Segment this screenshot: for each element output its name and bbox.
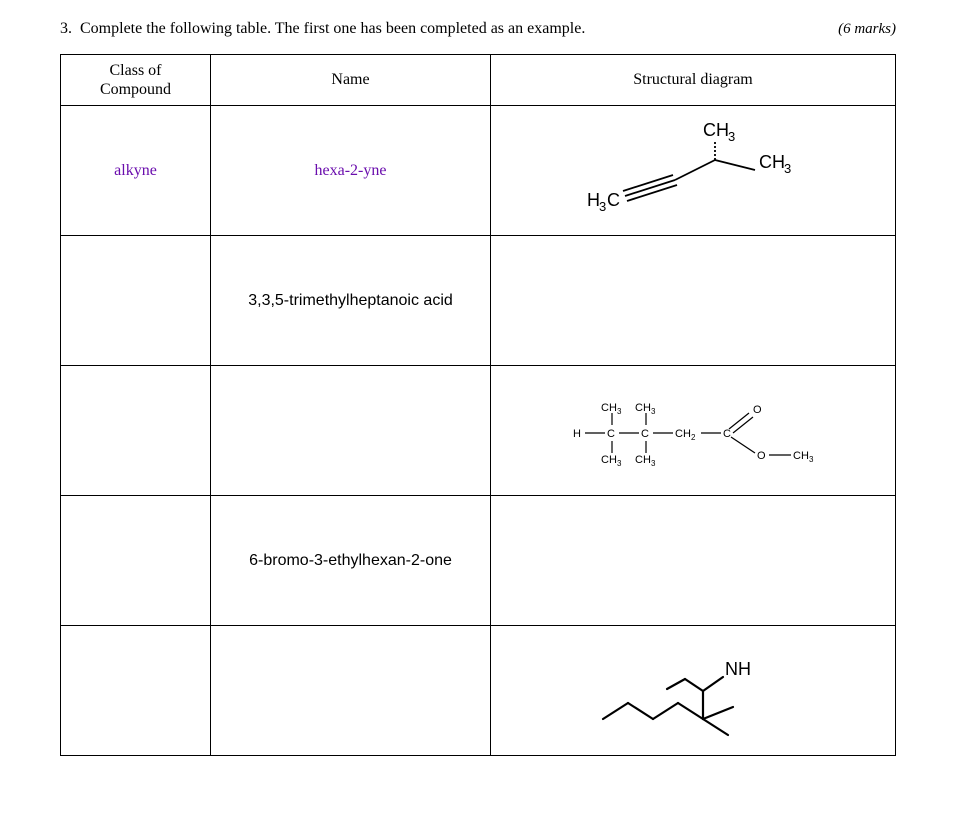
label-ch3-tl-sub: 3	[617, 407, 622, 416]
cell-diagram: H C C CH 2 C O O CH 3 CH 3 CH 3	[491, 366, 896, 496]
cell-diagram	[491, 236, 896, 366]
label-och3-sub: 3	[809, 455, 814, 464]
imine-diagram: NH	[573, 641, 813, 741]
table-row: H C C CH 2 C O O CH 3 CH 3 CH 3	[61, 366, 896, 496]
label-top-ch3: CH	[703, 120, 729, 140]
label-c2: C	[641, 428, 649, 440]
cell-diagram: NH	[491, 626, 896, 756]
cell-class: alkyne	[61, 106, 211, 236]
question-number: 3.	[60, 20, 72, 38]
label-ch3-tr-sub: 3	[651, 407, 656, 416]
cell-class	[61, 626, 211, 756]
label-right-ch3: CH	[759, 152, 785, 172]
header-class: Class ofCompound	[61, 55, 211, 106]
name-text: hexa-2-yne	[315, 162, 387, 179]
label-h: H	[573, 428, 581, 440]
label-top-ch3-sub: 3	[728, 129, 735, 144]
cell-class	[61, 366, 211, 496]
label-och3: CH	[793, 450, 809, 462]
label-ch3-bl: CH	[601, 454, 617, 466]
label-ch3-bl-sub: 3	[617, 459, 622, 468]
label-ch2-sub: 2	[691, 433, 696, 442]
label-ch3-tl: CH	[601, 402, 617, 414]
cell-diagram: H 3 C CH 3 CH 3	[491, 106, 896, 236]
question-header: 3. Complete the following table. The fir…	[60, 20, 896, 38]
label-c3: C	[723, 428, 731, 440]
cell-class	[61, 496, 211, 626]
table-row: 6-bromo-3-ethylhexan-2-one	[61, 496, 896, 626]
label-o-bottom: O	[757, 450, 766, 462]
compound-table: Class ofCompound Name Structural diagram…	[60, 54, 896, 756]
name-text: 3,3,5-trimethylheptanoic acid	[248, 292, 453, 309]
label-ch3-br-sub: 3	[651, 459, 656, 468]
cell-name: hexa-2-yne	[211, 106, 491, 236]
label-ch3-br: CH	[635, 454, 651, 466]
label-ch3-tr: CH	[635, 402, 651, 414]
name-text: 6-bromo-3-ethylhexan-2-one	[249, 552, 452, 569]
label-h3c-sub: 3	[599, 199, 606, 214]
cell-class	[61, 236, 211, 366]
question-marks: (6 marks)	[838, 21, 896, 38]
header-class-text: Class ofCompound	[69, 61, 202, 99]
cell-diagram	[491, 496, 896, 626]
class-text: alkyne	[114, 162, 157, 179]
cell-name	[211, 626, 491, 756]
label-o-top: O	[753, 404, 762, 416]
header-diagram: Structural diagram	[491, 55, 896, 106]
table-row: 3,3,5-trimethylheptanoic acid	[61, 236, 896, 366]
label-ch2: CH	[675, 428, 691, 440]
cell-name: 3,3,5-trimethylheptanoic acid	[211, 236, 491, 366]
header-name: Name	[211, 55, 491, 106]
cell-name: 6-bromo-3-ethylhexan-2-one	[211, 496, 491, 626]
alkyne-diagram: H 3 C CH 3 CH 3	[563, 116, 823, 226]
label-nh: NH	[725, 659, 751, 679]
cell-name	[211, 366, 491, 496]
label-h3c-c: C	[607, 190, 620, 210]
table-row: alkyne hexa-2-yne	[61, 106, 896, 236]
table-row: NH	[61, 626, 896, 756]
question-prompt: Complete the following table. The first …	[80, 20, 818, 38]
table-header-row: Class ofCompound Name Structural diagram	[61, 55, 896, 106]
label-c1: C	[607, 428, 615, 440]
ester-diagram: H C C CH 2 C O O CH 3 CH 3 CH 3	[543, 381, 843, 481]
label-right-ch3-sub: 3	[784, 161, 791, 176]
